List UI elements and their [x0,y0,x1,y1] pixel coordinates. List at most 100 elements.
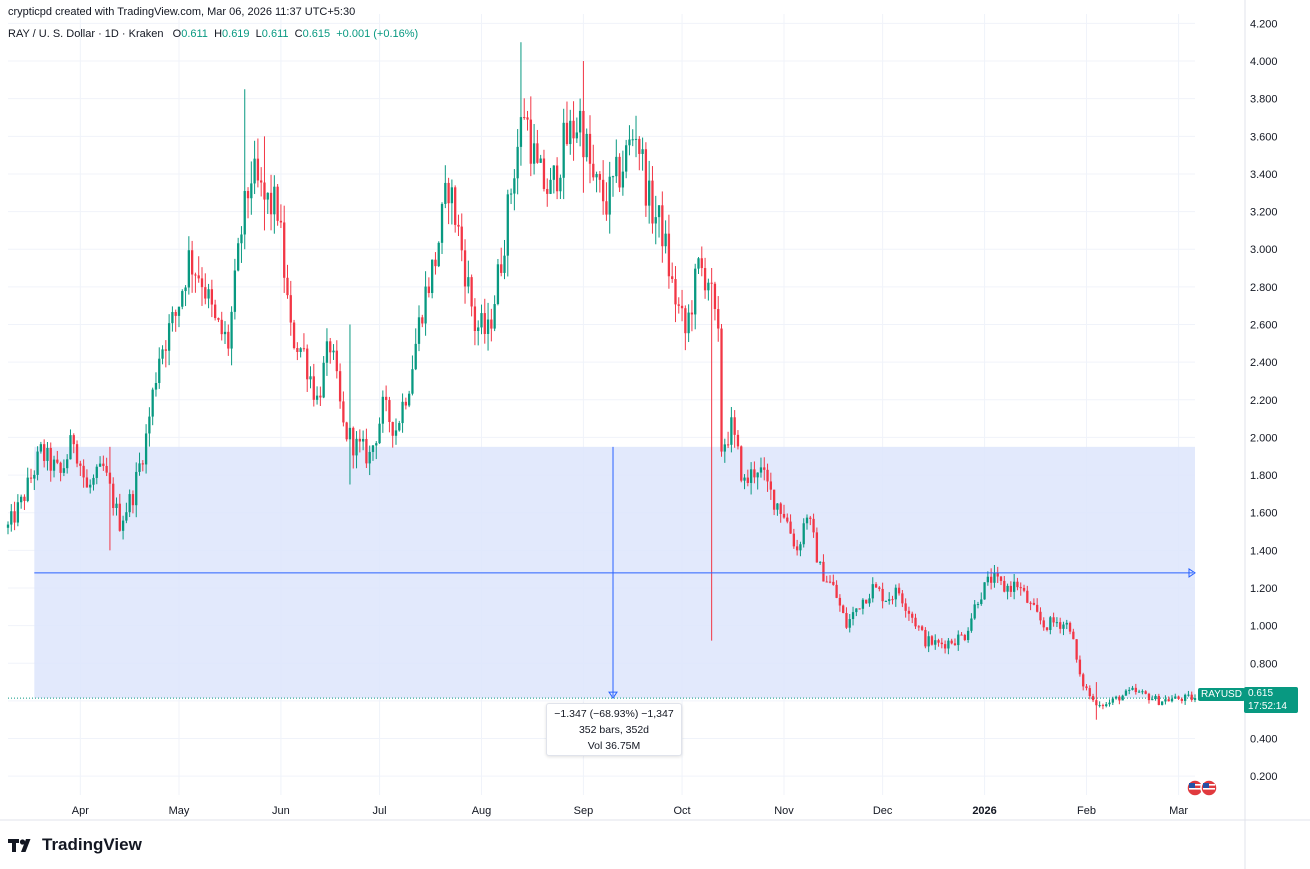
candle-body [250,183,253,199]
candle-body [671,276,674,280]
price-tick-label: 2.800 [1250,282,1278,294]
candle-body [631,139,634,141]
candle-body [43,444,46,461]
candle-body [648,180,651,206]
candle-body [789,521,792,534]
candle-body [572,120,575,139]
candle-body [1190,694,1193,700]
candle-body [746,477,749,483]
candle-body [375,443,378,446]
candle-body [1193,698,1197,700]
candle-body [365,438,368,464]
candle-body [661,205,664,247]
candle-body [940,642,943,645]
candle-body [1164,699,1167,702]
candle-body [1059,622,1062,629]
candle-body [976,604,980,606]
candle-body [966,630,970,640]
price-tick-label: 0.800 [1250,658,1278,670]
candle-body [1134,687,1137,693]
price-tick-label: 3.200 [1250,207,1278,219]
candle-body [779,503,782,514]
candle-body [1128,689,1131,691]
candle-body [92,477,95,485]
candle-body [1006,585,1009,592]
candle-body [69,435,72,460]
candle-body [970,618,973,631]
candle-body [638,138,641,154]
candle-body [220,319,223,335]
candle-body [493,304,496,329]
candle-body [79,463,82,466]
candle-body [358,438,361,442]
candle-body [855,608,858,613]
candle-body [197,275,200,279]
tradingview-logo-icon [8,839,31,852]
candle-body [506,194,509,256]
last-price-value: 0.615 [1248,688,1274,699]
candle-body [26,477,29,501]
candle-body [720,328,723,452]
open-label: O [172,28,182,40]
candle-body [1055,622,1059,624]
us-flag-icon[interactable] [1186,778,1222,798]
candle-body [417,317,421,344]
candle-body [477,327,480,332]
candle-body [404,401,408,406]
candle-body [759,467,763,473]
brand-name: TradingView [42,835,142,854]
candle-body [246,190,250,199]
candle-body [335,350,338,372]
candle-body [717,309,720,329]
measure-change-text: −1.347 (−68.93%) −1,347 [554,708,674,720]
candle-body [289,295,292,323]
candle-body [618,156,621,188]
candle-body [592,163,595,178]
price-tick-label: 3.800 [1250,94,1278,106]
price-axis[interactable]: 0.2000.4000.6000.8001.0001.2001.4001.600… [1244,0,1278,869]
measure-arrow-head-down [608,691,618,699]
candle-body [227,331,230,349]
symbol-title[interactable]: RAY / U. S. Dollar · 1D · Kraken [8,28,164,40]
candle-body [1114,696,1118,699]
candle-body [121,520,125,531]
candle-body [575,132,578,139]
candle-body [154,383,158,390]
candle-body [33,474,36,479]
candle-body [279,220,283,223]
candle-body [52,459,56,471]
candle-body [595,174,598,178]
candle-body [98,463,102,467]
price-tick-label: 3.600 [1250,131,1278,143]
candle-body [253,158,256,184]
candle-body [799,544,802,551]
candle-body [914,617,917,627]
time-axis[interactable]: Apr May Jun Jul Aug Sep Oct Nov Dec 2026 Feb Mar [0,805,1310,821]
candle-body [237,243,240,271]
candle-body [355,438,358,456]
candle-body [141,463,144,465]
candle-body [1101,705,1105,707]
price-tick-label: 1.400 [1250,545,1278,557]
candle-body [49,447,52,471]
candle-body [848,619,851,628]
candle-body [361,438,365,442]
candle-body [338,371,342,402]
candle-body [194,274,197,276]
candle-body [454,187,457,225]
candle-body [1177,696,1180,699]
candle-body [1141,691,1144,693]
candle-body [621,171,625,188]
candle-body [167,323,171,351]
price-tick-label: 1.000 [1250,621,1278,633]
candle-body [1144,691,1147,694]
candle-body [519,117,523,147]
candle-body [384,396,388,401]
candle-body [486,319,490,334]
candle-body [651,180,654,224]
candle-body [483,313,486,334]
candle-body [1187,694,1190,696]
candle-body [542,158,546,189]
tradingview-logo[interactable]: TradingView [8,835,142,855]
